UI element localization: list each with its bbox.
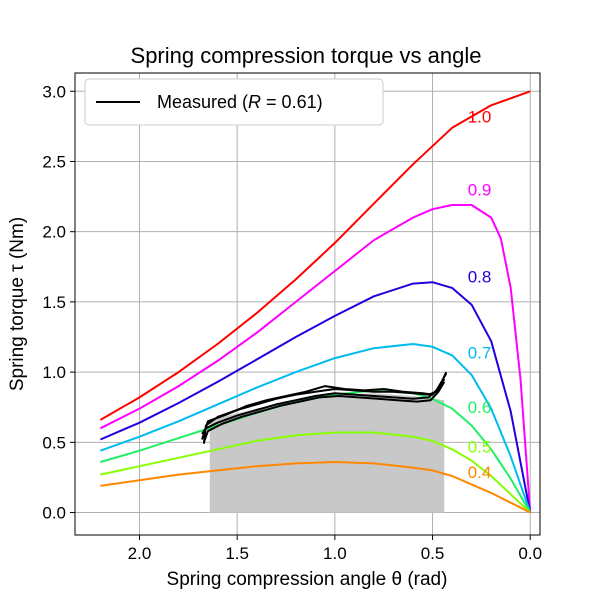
curve-label-0.8: 0.8 [468,268,492,287]
curve-0.8 [100,281,532,513]
x-tick-label-2: 1.0 [323,544,347,563]
y-tick-label-5: 2.5 [42,152,66,171]
curve-label-0.7: 0.7 [468,343,492,362]
plot-frame [74,72,541,536]
chart-title: Spring compression torque vs angle [131,43,482,68]
y-tick-label-2: 1.0 [42,363,66,382]
y-axis-label: Spring torque τ (Nm) [7,217,28,391]
curve-label-0.6: 0.6 [468,398,492,417]
measured-layer [201,371,448,444]
curve-label-0.5: 0.5 [468,438,492,457]
y-tick-label-0: 0.0 [42,504,66,523]
curve-0.9 [99,204,532,513]
curve-label-0.4: 0.4 [468,463,492,482]
curve-labels: 1.0 0.9 0.8 0.7 0.6 0.5 0.4 [468,108,492,482]
x-axis-ticks: 2.0 1.5 1.0 0.5 0.0 [128,535,542,563]
y-tick-label-4: 2.0 [42,223,66,242]
curve-label-0.9: 0.9 [468,181,492,200]
x-tick-label-1: 1.5 [225,544,249,563]
curve-0.4 [100,461,531,514]
legend-label-measured: Measured (R = 0.61) [157,92,323,112]
shaded-region [209,393,445,513]
legend-box [84,78,384,126]
x-axis-label: Spring compression angle θ (rad) [167,569,448,590]
y-tick-label-3: 1.5 [42,293,66,312]
x-tick-label-3: 0.5 [421,544,445,563]
x-tick-label-0: 2.0 [128,544,152,563]
measured-trace-2 [201,378,446,440]
curve-1.0 [99,90,531,421]
y-tick-label-6: 3.0 [42,82,66,101]
legend: Measured (R = 0.61) [84,78,384,126]
y-axis-ticks: 0.0 0.5 1.0 1.5 2.0 2.5 3.0 [42,82,75,523]
x-tick-label-4: 0.0 [518,544,542,563]
curve-0.7 [100,343,532,513]
measured-trace-3 [202,381,446,443]
shaded-region-layer [209,393,445,513]
grid [75,73,540,535]
y-tick-label-1: 0.5 [42,433,66,452]
curve-0.5 [100,431,531,514]
curve-label-1.0: 1.0 [468,108,492,127]
